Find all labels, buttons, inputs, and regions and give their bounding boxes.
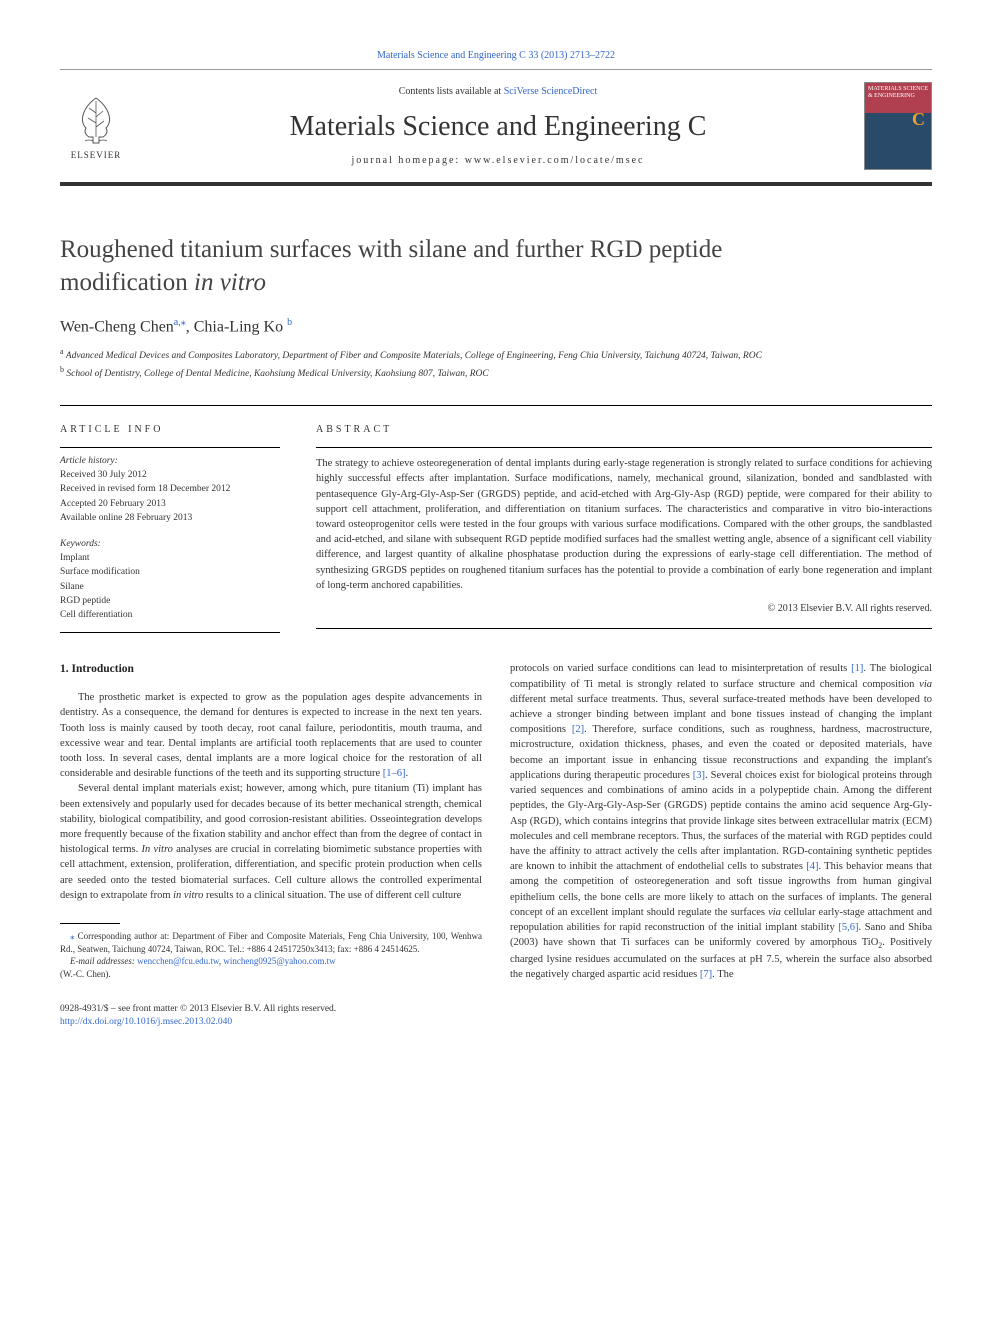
history-accepted: Accepted 20 February 2013 xyxy=(60,497,280,511)
corresponding-footnote: ⁎ Corresponding author at: Department of… xyxy=(60,930,482,955)
citation-link[interactable]: [1] xyxy=(851,663,863,674)
divider xyxy=(316,447,932,448)
journal-title: Materials Science and Engineering C xyxy=(132,111,864,143)
email-footnote: E-mail addresses: wencchen@fcu.edu.tw, w… xyxy=(60,955,482,968)
history-received: Received 30 July 2012 xyxy=(60,468,280,482)
abstract-label: abstract xyxy=(316,424,932,435)
citation-line: Materials Science and Engineering C 33 (… xyxy=(60,50,932,61)
authors: Wen-Cheng Chena,⁎, Chia-Ling Ko b xyxy=(60,317,932,336)
citation-link[interactable]: [4] xyxy=(806,861,818,872)
keyword: Silane xyxy=(60,580,280,594)
author-2-affil: b xyxy=(287,317,292,328)
author-2: , Chia-Ling Ko xyxy=(186,318,287,335)
elsevier-label: ELSEVIER xyxy=(71,150,122,160)
cover-text: MATERIALS SCIENCE & ENGINEERING xyxy=(868,86,931,99)
keyword: Implant xyxy=(60,551,280,565)
footnote-rule xyxy=(60,923,120,924)
history-online: Available online 28 February 2013 xyxy=(60,511,280,525)
history-revised: Received in revised form 18 December 201… xyxy=(60,482,280,496)
abstract-block: abstract The strategy to achieve osteore… xyxy=(316,424,932,633)
bottom-meta: 0928-4931/$ – see front matter © 2013 El… xyxy=(60,1003,482,1030)
article-info-block: article info Article history: Received 3… xyxy=(60,424,280,633)
affil-a: a Advanced Medical Devices and Composite… xyxy=(60,346,932,363)
banner-center: Contents lists available at SciVerse Sci… xyxy=(132,86,864,166)
author-1: Wen-Cheng Chen xyxy=(60,318,174,335)
doi-link[interactable]: http://dx.doi.org/10.1016/j.msec.2013.02… xyxy=(60,1016,482,1029)
abstract-text: The strategy to achieve osteoregeneratio… xyxy=(316,456,932,593)
affil-b: b School of Dentistry, College of Dental… xyxy=(60,364,932,381)
title-line-2: modification xyxy=(60,269,194,296)
paragraph: The prosthetic market is expected to gro… xyxy=(60,690,482,781)
citation-link[interactable]: [5,6] xyxy=(838,922,858,933)
keyword: RGD peptide xyxy=(60,594,280,608)
citation-link[interactable]: [7] xyxy=(700,969,712,980)
article-info-label: article info xyxy=(60,424,280,435)
title-italic: in vitro xyxy=(194,269,266,296)
meta-row: article info Article history: Received 3… xyxy=(60,424,932,633)
issn-line: 0928-4931/$ – see front matter © 2013 El… xyxy=(60,1003,482,1016)
contents-line: Contents lists available at SciVerse Sci… xyxy=(132,86,864,97)
keywords-label: Keywords: xyxy=(60,539,280,549)
paragraph: protocols on varied surface conditions c… xyxy=(510,661,932,982)
copyright: © 2013 Elsevier B.V. All rights reserved… xyxy=(316,603,932,614)
contents-prefix: Contents lists available at xyxy=(399,86,504,97)
divider xyxy=(60,405,932,406)
paragraph: Several dental implant materials exist; … xyxy=(60,781,482,903)
section-heading: 1. Introduction xyxy=(60,661,482,678)
sciencedirect-link[interactable]: SciVerse ScienceDirect xyxy=(504,86,598,97)
column-left: 1. Introduction The prosthetic market is… xyxy=(60,661,482,1029)
title-line-1: Roughened titanium surfaces with silane … xyxy=(60,236,722,263)
keyword: Cell differentiation xyxy=(60,608,280,622)
column-right: protocols on varied surface conditions c… xyxy=(510,661,932,1029)
cover-letter-c: C xyxy=(912,109,925,130)
elsevier-tree-icon xyxy=(71,93,121,147)
journal-banner: ELSEVIER Contents lists available at Sci… xyxy=(60,69,932,186)
citation-link[interactable]: [3] xyxy=(693,770,705,781)
journal-cover-thumbnail: MATERIALS SCIENCE & ENGINEERING C xyxy=(864,82,932,170)
article-title: Roughened titanium surfaces with silane … xyxy=(60,234,932,299)
body-columns: 1. Introduction The prosthetic market is… xyxy=(60,661,932,1029)
journal-homepage: journal homepage: www.elsevier.com/locat… xyxy=(132,155,864,166)
divider xyxy=(316,628,932,629)
email-link[interactable]: wencchen@fcu.edu.tw xyxy=(137,956,219,966)
citation-link[interactable]: [2] xyxy=(572,724,584,735)
author-1-affil: a,⁎ xyxy=(174,317,186,328)
email-link[interactable]: wincheng0925@yahoo.com.tw xyxy=(223,956,335,966)
citation-link[interactable]: [1–6] xyxy=(383,768,406,779)
divider xyxy=(60,632,280,633)
keyword: Surface modification xyxy=(60,565,280,579)
email-name: (W.-C. Chen). xyxy=(60,968,482,981)
history-label: Article history: xyxy=(60,456,280,466)
elsevier-logo: ELSEVIER xyxy=(60,86,132,166)
affiliations: a Advanced Medical Devices and Composite… xyxy=(60,346,932,381)
divider xyxy=(60,447,280,448)
